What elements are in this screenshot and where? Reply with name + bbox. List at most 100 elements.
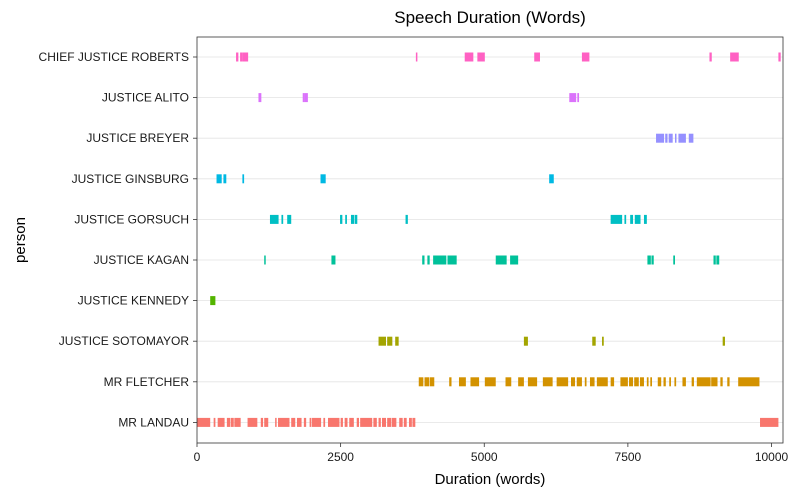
speech-segment bbox=[217, 417, 225, 427]
speech-segments bbox=[197, 52, 781, 427]
speech-segment bbox=[349, 417, 354, 427]
speech-segment bbox=[534, 52, 540, 62]
speech-segment bbox=[464, 52, 474, 62]
speech-segment bbox=[269, 214, 279, 224]
series-row bbox=[378, 336, 725, 346]
speech-segment bbox=[484, 377, 496, 387]
speech-segment bbox=[656, 133, 665, 143]
y-tick-label: JUSTICE BREYER bbox=[86, 131, 189, 145]
speech-segment bbox=[549, 174, 554, 184]
speech-segment bbox=[477, 52, 485, 62]
speech-segment bbox=[449, 377, 452, 387]
speech-segment bbox=[629, 377, 634, 387]
speech-segment bbox=[470, 377, 480, 387]
speech-segment bbox=[576, 377, 582, 387]
speech-segment bbox=[696, 377, 711, 387]
speech-segment bbox=[577, 93, 580, 103]
speech-segment bbox=[678, 133, 686, 143]
series-row bbox=[418, 377, 760, 387]
speech-segment bbox=[602, 336, 604, 346]
speech-segment bbox=[210, 296, 216, 306]
y-tick-label: MR FLETCHER bbox=[104, 375, 190, 389]
speech-segment bbox=[320, 174, 326, 184]
speech-segment bbox=[510, 255, 519, 265]
speech-segment bbox=[303, 417, 307, 427]
series-row bbox=[210, 296, 216, 306]
speech-segment bbox=[571, 377, 576, 387]
speech-segment bbox=[730, 52, 739, 62]
speech-segment bbox=[429, 377, 435, 387]
speech-segment bbox=[354, 214, 358, 224]
speech-segment bbox=[387, 417, 392, 427]
speech-segment bbox=[624, 214, 627, 224]
speech-segment bbox=[682, 377, 686, 387]
speech-segment bbox=[691, 377, 694, 387]
speech-segment bbox=[309, 417, 312, 427]
speech-segment bbox=[518, 377, 524, 387]
speech-segment bbox=[275, 417, 277, 427]
y-tick-label: CHIEF JUSTICE ROBERTS bbox=[39, 50, 189, 64]
speech-segment bbox=[304, 93, 308, 103]
speech-segment bbox=[738, 377, 760, 387]
speech-segment bbox=[373, 417, 377, 427]
speech-segment bbox=[234, 417, 241, 427]
speech-segment bbox=[223, 174, 227, 184]
speech-segment bbox=[634, 214, 641, 224]
speech-segment bbox=[236, 52, 239, 62]
y-axis-title: person bbox=[12, 217, 29, 263]
speech-segment bbox=[281, 214, 284, 224]
x-axis-title: Duration (words) bbox=[435, 471, 546, 488]
y-tick-label: JUSTICE SOTOMAYOR bbox=[59, 334, 190, 348]
speech-segment bbox=[311, 417, 322, 427]
speech-segment bbox=[378, 417, 381, 427]
speech-segment bbox=[760, 417, 779, 427]
speech-segment bbox=[422, 255, 425, 265]
speech-segment bbox=[610, 377, 615, 387]
y-tick-label: JUSTICE GINSBURG bbox=[72, 172, 189, 186]
speech-segment bbox=[327, 417, 340, 427]
speech-segment bbox=[278, 417, 290, 427]
speech-segment bbox=[665, 133, 668, 143]
series-row bbox=[264, 255, 720, 265]
speech-segment bbox=[427, 255, 430, 265]
speech-segment bbox=[424, 377, 430, 387]
series-row bbox=[269, 214, 647, 224]
speech-segment bbox=[458, 377, 466, 387]
speech-segment bbox=[673, 255, 675, 265]
y-tick-label: JUSTICE KENNEDY bbox=[78, 294, 189, 308]
speech-segment bbox=[391, 417, 397, 427]
speech-segment bbox=[302, 93, 305, 103]
speech-segment bbox=[287, 214, 292, 224]
x-tick-label: 0 bbox=[194, 450, 201, 464]
speech-segment bbox=[213, 417, 216, 427]
y-tick-label: JUSTICE ALITO bbox=[102, 91, 189, 105]
speech-segment bbox=[296, 417, 302, 427]
speech-segment bbox=[291, 417, 296, 427]
y-tick-label: JUSTICE KAGAN bbox=[94, 253, 189, 267]
speech-segment bbox=[415, 52, 418, 62]
speech-segment bbox=[650, 377, 653, 387]
speech-segment bbox=[669, 377, 671, 387]
x-tick-label: 10000 bbox=[755, 450, 789, 464]
speech-segment bbox=[247, 417, 258, 427]
speech-segment bbox=[716, 255, 720, 265]
speech-segment bbox=[639, 377, 644, 387]
speech-segment bbox=[395, 336, 399, 346]
speech-segment bbox=[505, 377, 512, 387]
speech-segment bbox=[264, 255, 266, 265]
speech-segment bbox=[527, 377, 538, 387]
x-tick-label: 2500 bbox=[327, 450, 354, 464]
speech-segment bbox=[663, 377, 666, 387]
speech-segment bbox=[197, 417, 211, 427]
gridlines bbox=[197, 56, 783, 423]
chart-title: Speech Duration (Words) bbox=[394, 8, 586, 27]
series-row bbox=[197, 417, 779, 427]
speech-segment bbox=[433, 255, 447, 265]
speech-segment bbox=[647, 255, 651, 265]
speech-segment bbox=[620, 377, 628, 387]
series-row bbox=[236, 52, 781, 62]
speech-segment bbox=[242, 174, 245, 184]
speech-segment bbox=[381, 417, 387, 427]
speech-segment bbox=[387, 336, 393, 346]
